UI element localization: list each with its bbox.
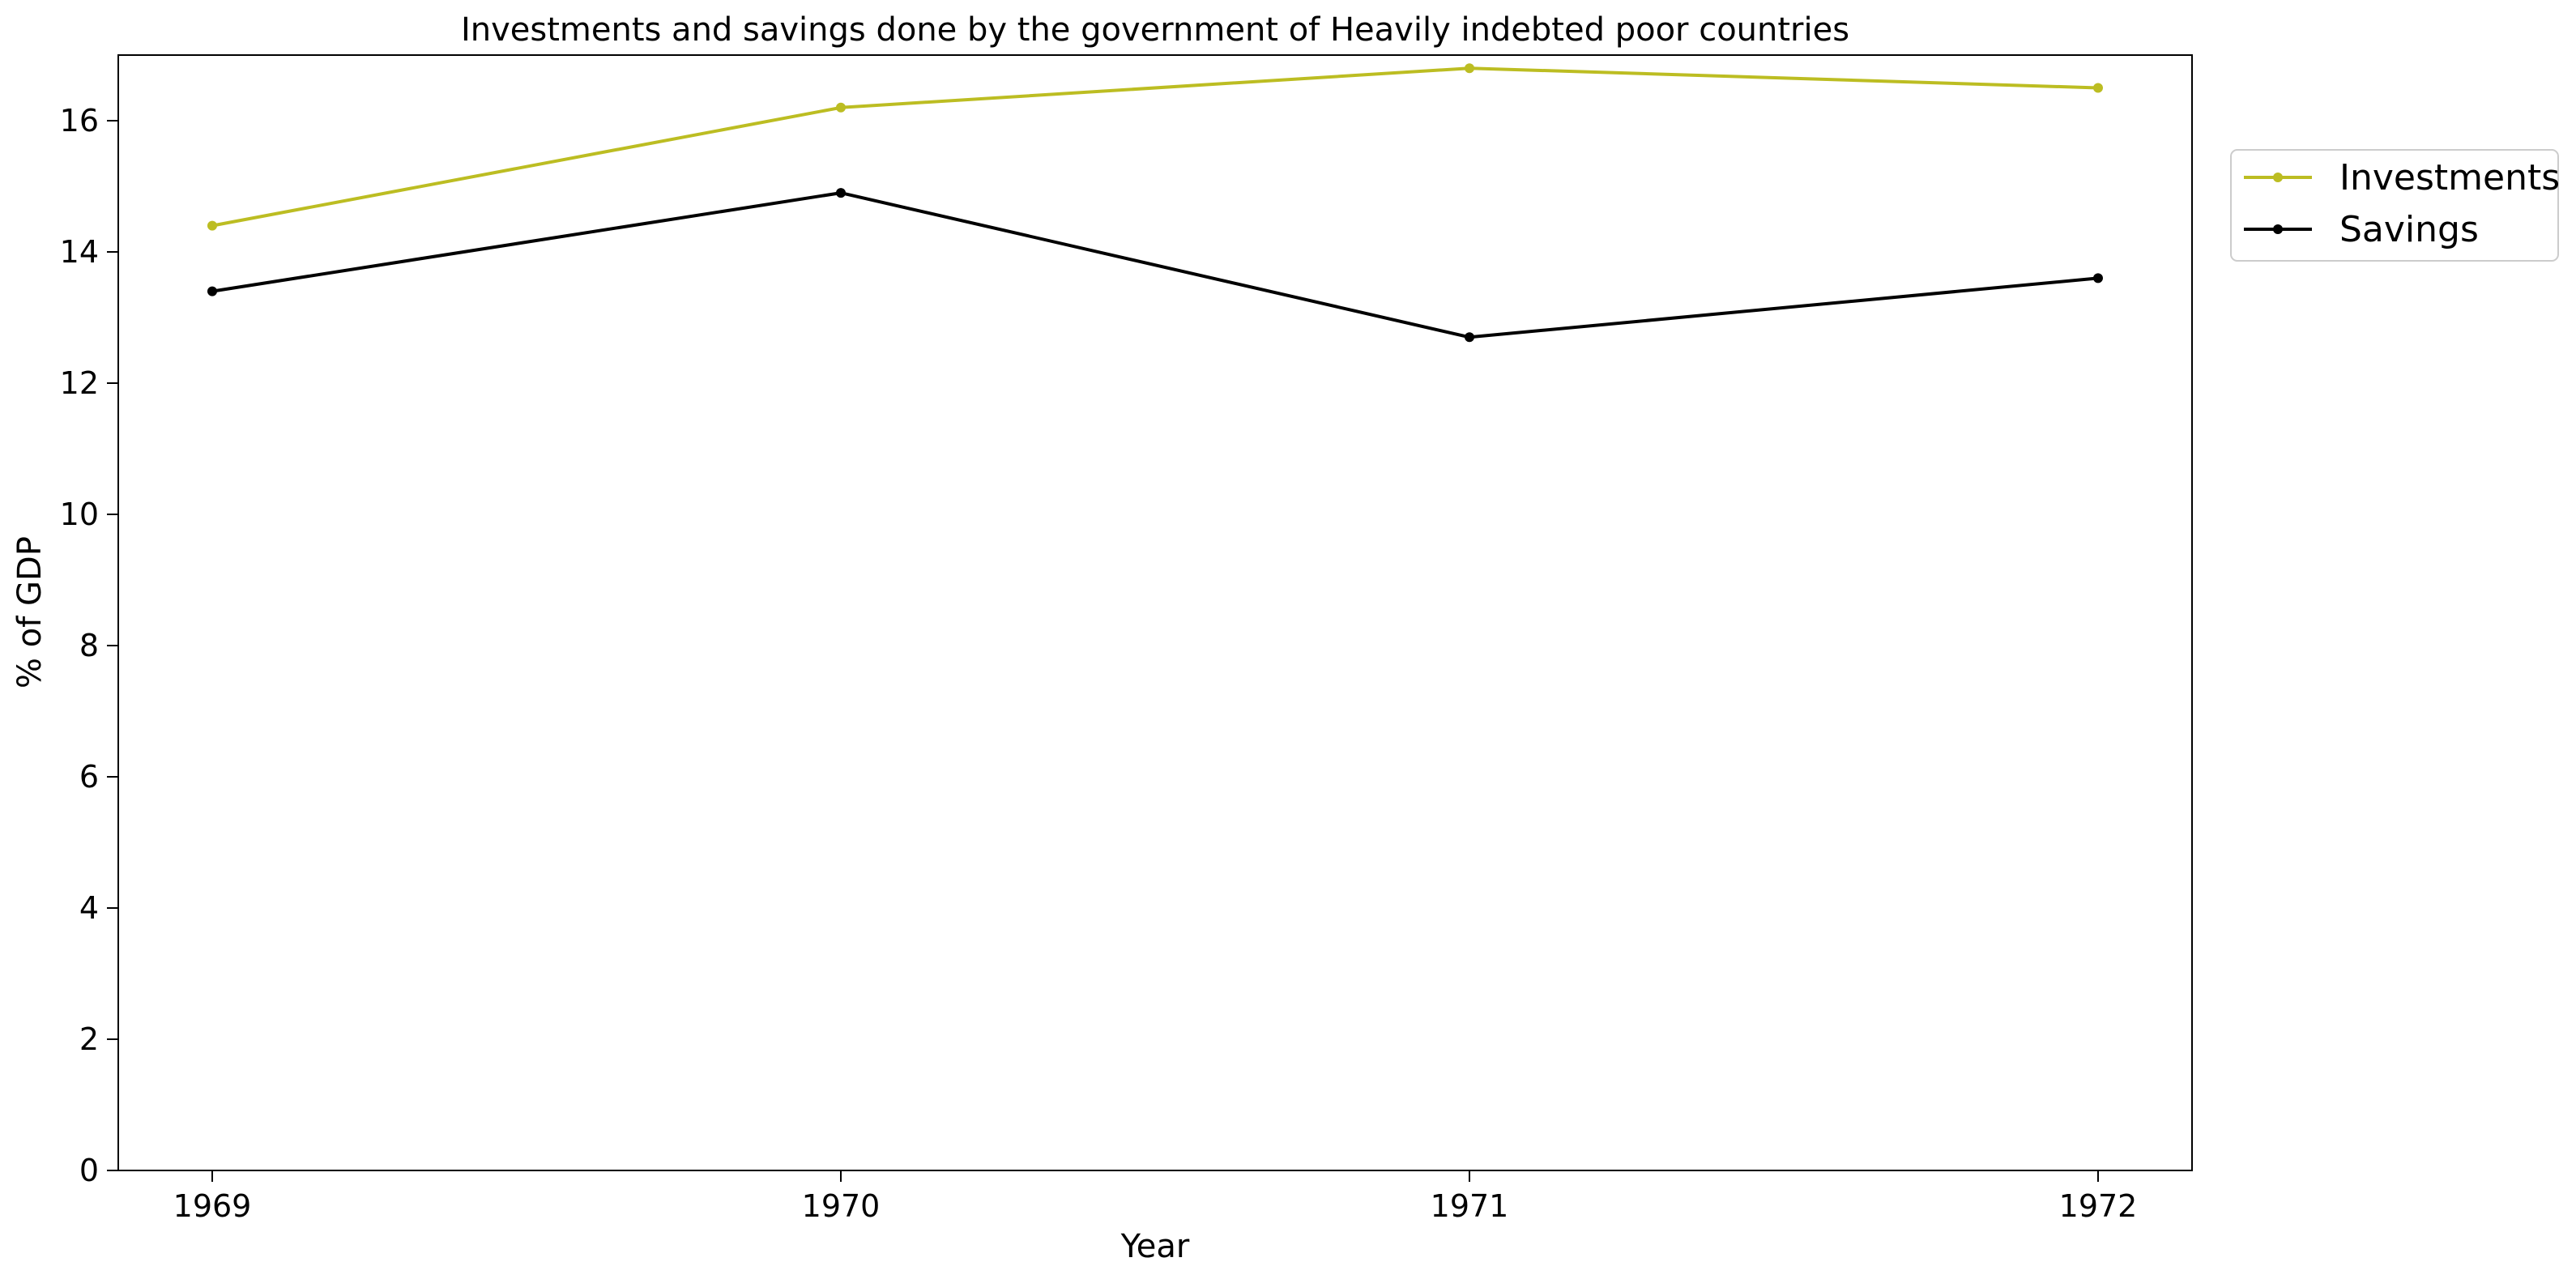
y-tick-label: 0 xyxy=(79,1153,99,1188)
y-tick-label: 8 xyxy=(79,628,99,663)
series-layer xyxy=(207,63,2103,343)
x-tick-label: 1970 xyxy=(802,1188,881,1224)
investments-line xyxy=(211,66,2099,228)
y-axis: 0 2 4 6 8 10 12 14 16 xyxy=(60,103,118,1188)
investments-point xyxy=(207,220,217,231)
chart-title: Investments and savings done by the gove… xyxy=(461,11,1849,49)
y-tick-label: 14 xyxy=(60,234,99,270)
y-tick-label: 12 xyxy=(60,365,99,401)
legend-box xyxy=(2230,149,2559,262)
savings-point xyxy=(207,286,217,296)
y-tick-label: 16 xyxy=(60,103,99,139)
y-tick-label: 2 xyxy=(79,1021,99,1057)
investments-point xyxy=(2093,83,2103,93)
y-tick-label: 10 xyxy=(60,497,99,532)
investments-legend-label: Investments xyxy=(2339,157,2560,198)
x-tick-label: 1972 xyxy=(2059,1188,2138,1224)
x-tick-label: 1971 xyxy=(1431,1188,1509,1224)
y-tick-label: 4 xyxy=(79,890,99,926)
investments-legend-marker xyxy=(2273,173,2283,182)
x-axis-label: Year xyxy=(1120,1228,1190,1265)
savings-point xyxy=(836,188,846,198)
y-axis-label: % of GDP xyxy=(11,536,49,689)
savings-point xyxy=(2093,273,2103,284)
savings-legend-marker xyxy=(2273,224,2283,234)
x-axis: 1969 1970 1971 1972 xyxy=(173,1170,2138,1224)
legend: Investments Savings xyxy=(2230,149,2560,262)
investments-point xyxy=(1465,63,1474,74)
y-tick-label: 6 xyxy=(79,759,99,795)
investments-point xyxy=(836,102,846,113)
x-tick-label: 1969 xyxy=(173,1188,252,1224)
savings-point xyxy=(1465,332,1474,343)
savings-legend-label: Savings xyxy=(2339,209,2479,250)
savings-line xyxy=(211,191,2099,339)
plot-area xyxy=(117,54,2193,1171)
